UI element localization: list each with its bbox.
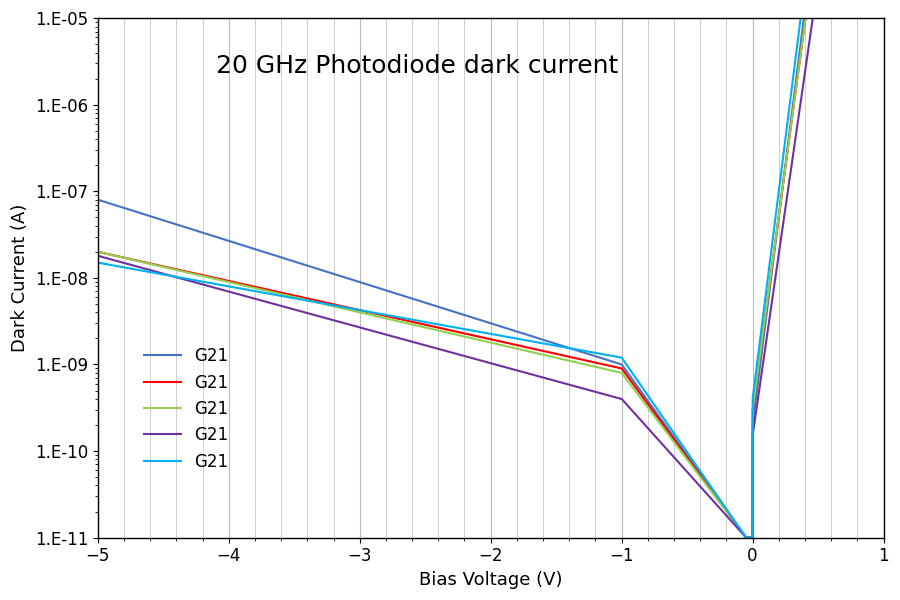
Line: G21: G21 [98, 0, 884, 538]
G21 [93, 252, 104, 259]
G21 [591, 359, 602, 367]
Line: G21: G21 [98, 0, 884, 538]
G21 [717, 503, 728, 510]
X-axis label: Bias Voltage (V): Bias Voltage (V) [418, 571, 562, 589]
G21 [557, 356, 568, 363]
G21 [557, 343, 568, 350]
G21 [132, 208, 143, 215]
G21 [132, 266, 143, 274]
G21 [741, 534, 751, 541]
G21 [93, 248, 104, 256]
Legend: G21, G21, G21, G21, G21: G21, G21, G21, G21, G21 [138, 341, 235, 478]
G21 [557, 379, 568, 386]
Line: G21: G21 [98, 0, 884, 538]
G21 [377, 314, 388, 321]
G21 [741, 534, 751, 541]
G21 [675, 445, 686, 452]
G21 [675, 439, 686, 446]
G21 [377, 311, 388, 319]
G21 [675, 443, 686, 450]
G21 [717, 500, 728, 507]
G21 [741, 534, 751, 541]
G21 [591, 350, 602, 357]
Y-axis label: Dark Current (A): Dark Current (A) [11, 203, 29, 352]
G21 [717, 502, 728, 509]
G21 [377, 286, 388, 293]
G21 [557, 343, 568, 350]
G21 [93, 259, 104, 266]
G21 [132, 257, 143, 264]
G21 [93, 196, 104, 203]
G21 [132, 263, 143, 270]
G21 [591, 364, 602, 371]
G21 [591, 389, 602, 396]
G21 [741, 534, 751, 541]
G21 [675, 447, 686, 454]
G21 [377, 311, 388, 318]
G21 [717, 501, 728, 508]
G21 [557, 352, 568, 359]
Line: G21: G21 [98, 0, 884, 538]
G21 [377, 330, 388, 337]
Line: G21: G21 [98, 0, 884, 538]
G21 [741, 534, 751, 541]
G21 [132, 257, 143, 265]
G21 [93, 248, 104, 256]
G21 [717, 508, 728, 515]
G21 [675, 461, 686, 468]
G21 [591, 353, 602, 360]
Text: 20 GHz Photodiode dark current: 20 GHz Photodiode dark current [216, 55, 618, 79]
